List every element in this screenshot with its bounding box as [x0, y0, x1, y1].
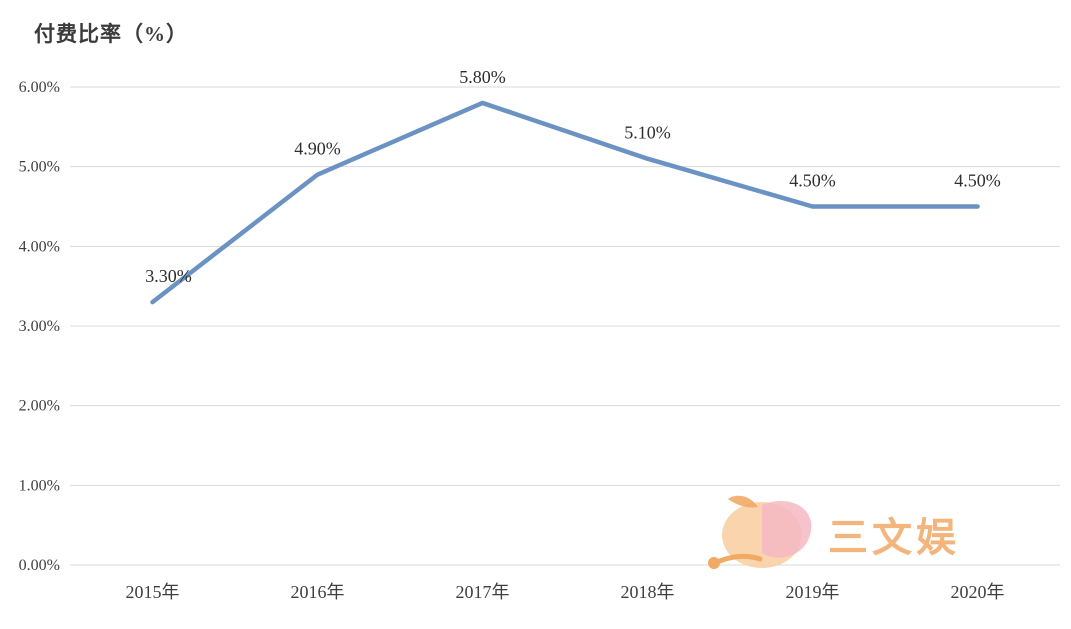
y-axis-tick-label: 2.00% [19, 398, 60, 415]
x-axis-tick-label: 2018年 [621, 582, 675, 602]
x-axis-tick-label: 2015年 [126, 582, 180, 602]
data-point-label: 4.50% [789, 171, 836, 191]
data-point-label: 5.10% [624, 123, 671, 143]
data-point-label: 4.50% [954, 171, 1001, 191]
y-axis-tick-label: 0.00% [19, 557, 60, 574]
data-point-label: 3.30% [145, 266, 192, 286]
data-point-label: 4.90% [294, 139, 341, 159]
y-axis-tick-label: 1.00% [19, 477, 60, 494]
y-axis-tick-label: 3.00% [19, 318, 60, 335]
y-axis-tick-label: 5.00% [19, 159, 60, 176]
x-axis-tick-label: 2017年 [456, 582, 510, 602]
x-axis-tick-label: 2019年 [786, 582, 840, 602]
x-axis-tick-label: 2016年 [291, 582, 345, 602]
y-axis-tick-label: 4.00% [19, 238, 60, 255]
y-axis-tick-label: 6.00% [19, 79, 60, 96]
data-line-series [150, 100, 980, 305]
data-point-label: 5.80% [459, 67, 506, 87]
x-axis-tick-label: 2020年 [951, 582, 1005, 602]
chart-title: 付费比率（%） [34, 22, 188, 46]
